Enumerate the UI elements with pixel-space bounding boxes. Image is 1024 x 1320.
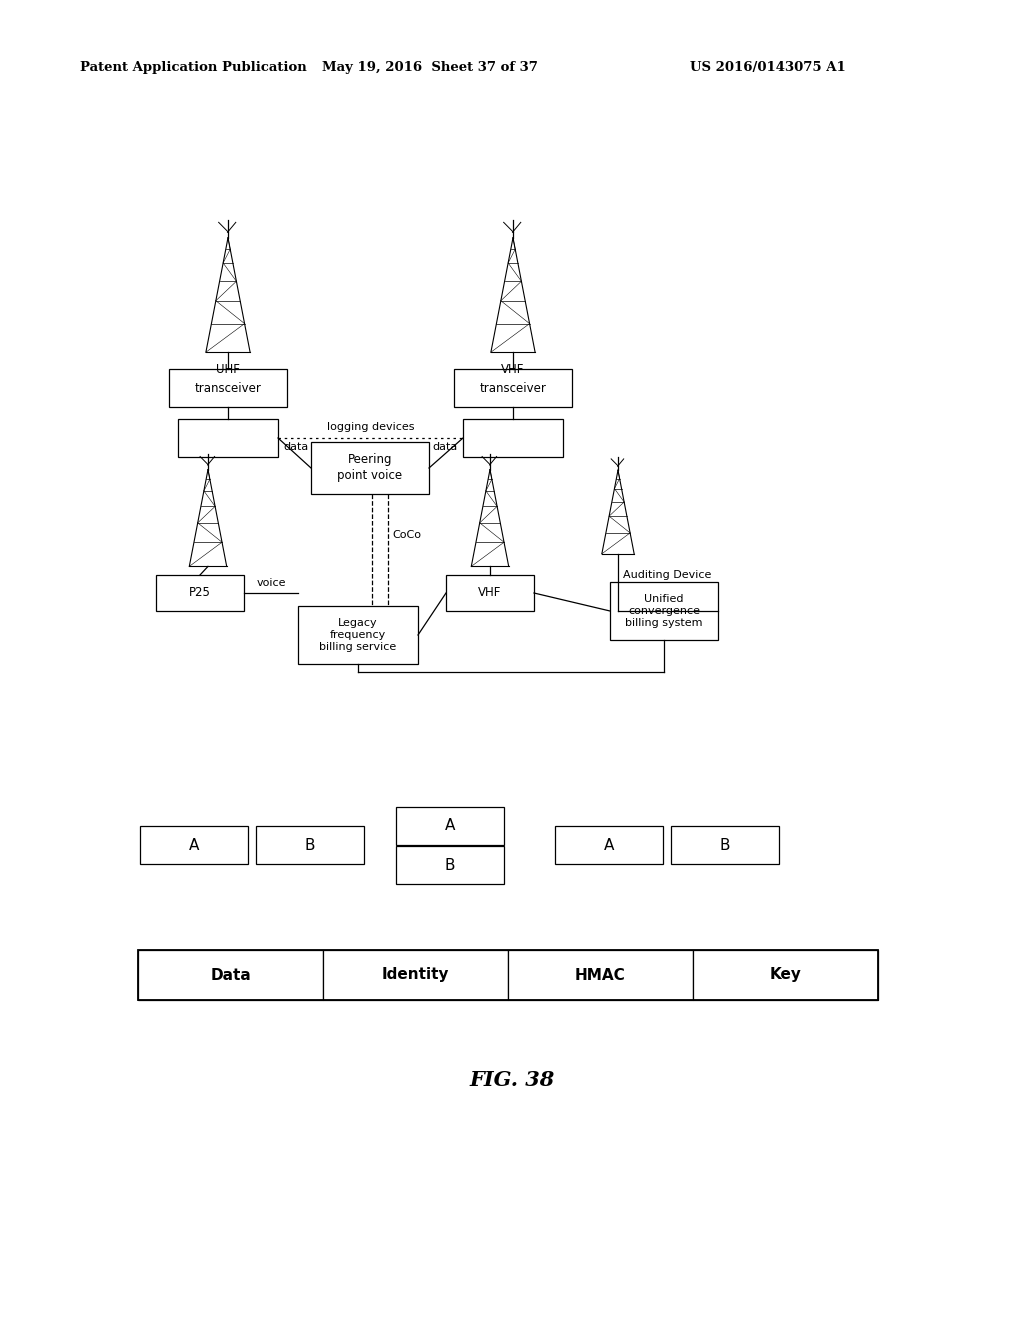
Text: voice: voice [256,578,286,587]
Text: FIG. 38: FIG. 38 [469,1071,555,1090]
Text: A: A [444,818,456,833]
Bar [693,950,878,1001]
Text: Peering
point voice: Peering point voice [338,454,402,483]
Text: Key: Key [770,968,802,982]
Text: transceiver: transceiver [195,381,261,395]
Bar [256,826,364,865]
Text: A: A [188,837,200,853]
Text: Legacy
frequency
billing service: Legacy frequency billing service [319,618,396,652]
Text: Auditing Device: Auditing Device [623,570,712,579]
Bar [298,606,418,664]
Bar [311,442,429,494]
Bar [169,370,287,407]
Text: A: A [604,837,614,853]
Bar [138,950,323,1001]
Text: VHF: VHF [502,363,524,376]
Text: B: B [444,858,456,873]
Bar [671,826,779,865]
Bar [508,950,693,1001]
Text: UHF: UHF [216,363,240,376]
Text: Patent Application Publication: Patent Application Publication [80,62,307,74]
Text: May 19, 2016  Sheet 37 of 37: May 19, 2016 Sheet 37 of 37 [323,62,538,74]
Text: data: data [283,442,308,451]
Text: B: B [720,837,730,853]
Text: CoCo: CoCo [392,531,421,540]
Text: Data: Data [210,968,251,982]
Bar [555,826,663,865]
Text: P25: P25 [189,586,211,599]
Bar [138,950,878,1001]
Text: Unified
convergence
billing system: Unified convergence billing system [626,594,702,628]
Bar [463,418,563,457]
Bar [454,370,572,407]
Text: logging devices: logging devices [327,422,415,432]
Text: HMAC: HMAC [575,968,626,982]
Bar [140,826,248,865]
Bar [396,846,504,884]
Bar [156,576,244,611]
Bar [446,576,534,611]
Bar [396,807,504,845]
Text: Identity: Identity [382,968,450,982]
Text: US 2016/0143075 A1: US 2016/0143075 A1 [690,62,846,74]
Bar [610,582,718,640]
Text: data: data [433,442,458,451]
Text: VHF: VHF [478,586,502,599]
Text: B: B [305,837,315,853]
Bar [323,950,508,1001]
Bar [178,418,278,457]
Text: transceiver: transceiver [479,381,547,395]
